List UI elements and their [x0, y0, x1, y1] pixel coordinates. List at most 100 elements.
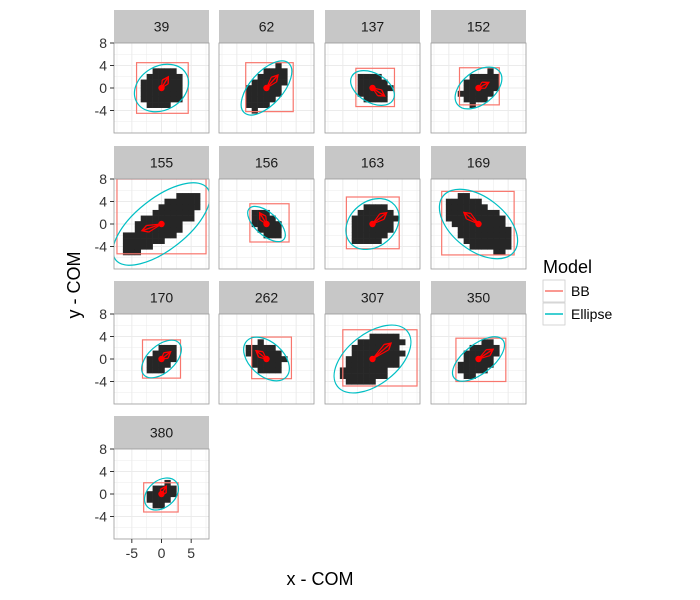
mask-pixel: [164, 221, 171, 228]
mask-pixel: [469, 226, 476, 233]
mask-pixel: [481, 243, 488, 250]
mask-pixel: [487, 68, 494, 75]
mask-pixel: [469, 221, 476, 228]
mask-pixel: [375, 85, 382, 92]
mask-pixel: [275, 356, 282, 363]
object-mask: [445, 193, 512, 256]
mask-pixel: [251, 107, 258, 114]
mask-pixel: [451, 209, 459, 216]
mask-pixel: [375, 204, 382, 211]
mask-pixel: [363, 361, 370, 368]
mask-pixel: [140, 96, 147, 103]
mask-pixel: [263, 209, 270, 216]
bounding-box: [342, 329, 418, 387]
mask-pixel: [146, 356, 153, 363]
mask-pixel: [269, 232, 276, 239]
mask-pixel: [393, 361, 400, 368]
facet-grid: [431, 43, 526, 133]
mask-pixel: [481, 339, 488, 346]
facet-strip: [114, 10, 209, 43]
fitted-ellipse: [133, 63, 190, 113]
mask-pixel: [176, 204, 183, 211]
fitted-ellipse: [454, 66, 503, 110]
mask-pixel: [152, 502, 159, 509]
mask-pixel: [481, 221, 488, 228]
mask-pixel: [499, 249, 506, 256]
mask-pixel: [357, 344, 364, 351]
mask-pixel: [251, 215, 258, 222]
mask-pixel: [381, 96, 388, 103]
mask-pixel: [263, 344, 270, 351]
center-of-mass-dot: [369, 220, 376, 228]
legend-key-bb: BB: [542, 279, 590, 303]
mask-pixel: [357, 221, 364, 228]
facet-content: [247, 203, 290, 243]
mask-pixel: [158, 496, 165, 503]
mask-pixel: [134, 238, 142, 244]
mask-pixel: [399, 339, 406, 346]
facet-border: [218, 313, 315, 405]
arrow-head: [271, 74, 279, 83]
mask-pixel: [505, 232, 512, 239]
mask-pixel: [269, 68, 276, 75]
mask-pixel: [152, 226, 159, 233]
facet-panel-155: 155 8 4 0 -4: [95, 146, 210, 270]
mask-pixel: [251, 350, 258, 357]
mask-pixel: [257, 339, 264, 346]
orientation-arrow: [158, 485, 167, 498]
mask-pixel: [263, 90, 270, 97]
mask-pixel: [481, 350, 488, 357]
mask-pixel: [275, 79, 282, 86]
mask-pixel: [363, 367, 370, 374]
mask-pixel: [369, 344, 376, 351]
mask-pixel: [158, 102, 165, 108]
facet-panel-350: 350: [430, 281, 527, 405]
bounding-box: [141, 339, 182, 379]
mask-pixel: [345, 373, 353, 379]
mask-pixel: [375, 96, 382, 103]
fitted-ellipse: [114, 182, 209, 266]
mask-pixel: [164, 204, 171, 211]
arrow-head: [462, 211, 471, 220]
mask-pixel: [281, 79, 288, 86]
mask-pixel: [251, 356, 258, 363]
mask-pixel: [158, 232, 165, 239]
mask-pixel: [269, 226, 276, 233]
mask-pixel: [493, 85, 500, 92]
mask-pixel: [469, 238, 476, 244]
orientation-arrow: [475, 348, 495, 363]
mask-pixel: [381, 226, 388, 233]
facet-panel-380: 380 8 4 0 -4 -5 0 5: [95, 416, 210, 561]
arrow-head: [377, 89, 386, 97]
center-of-mass-dot: [263, 220, 270, 228]
mask-pixel: [457, 361, 464, 368]
mask-pixel: [275, 73, 282, 80]
mask-pixel: [381, 90, 388, 97]
mask-pixel: [134, 243, 142, 250]
mask-pixel: [182, 204, 189, 211]
mask-pixel: [245, 350, 252, 357]
y-axis-title: y - COM: [64, 252, 84, 319]
mask-pixel: [257, 344, 264, 351]
mask-pixel: [170, 68, 177, 75]
mask-pixel: [251, 85, 258, 92]
mask-pixel: [275, 367, 282, 374]
mask-pixel: [158, 73, 165, 80]
mask-pixel: [493, 73, 500, 80]
mask-pixel: [375, 361, 382, 368]
facet-strip-label: 170: [150, 290, 174, 306]
mask-pixel: [457, 90, 464, 97]
mask-pixel: [481, 238, 488, 244]
mask-pixel: [487, 215, 494, 222]
bounding-box: [355, 67, 396, 108]
mask-pixel: [493, 238, 500, 244]
facet-border: [218, 42, 315, 134]
mask-pixel: [134, 249, 142, 256]
legend-key-ellipse: Ellipse: [542, 302, 612, 326]
mask-pixel: [493, 232, 500, 239]
facet-strip-label: 137: [361, 19, 385, 35]
mask-pixel: [152, 356, 159, 363]
mask-pixel: [463, 356, 470, 363]
mask-pixel: [499, 232, 506, 239]
mask-pixel: [369, 350, 376, 357]
